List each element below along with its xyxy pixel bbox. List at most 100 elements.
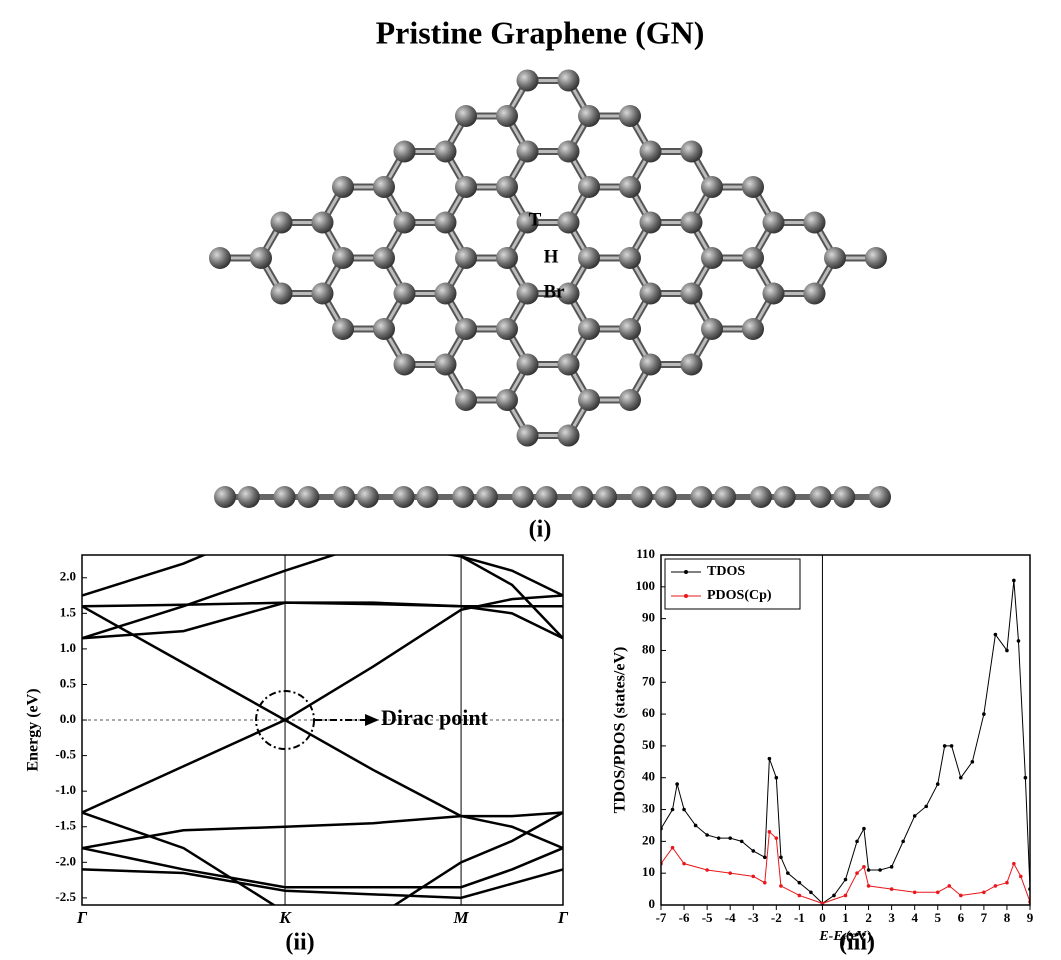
series-line <box>82 813 563 920</box>
x-tick-label: -1 <box>794 910 805 925</box>
data-point <box>844 894 848 898</box>
data-point <box>994 633 998 637</box>
data-point <box>786 871 790 875</box>
atom <box>824 247 846 269</box>
y-tick-label: 90 <box>642 610 655 625</box>
legend-swatch <box>684 594 688 598</box>
plot <box>82 521 563 919</box>
atom <box>238 486 260 508</box>
x-tick-label: -6 <box>679 910 690 925</box>
atom <box>455 105 477 127</box>
x-tick-label: -3 <box>748 910 759 925</box>
panel-caption: (i) <box>529 517 552 543</box>
atom <box>496 176 518 198</box>
data-point <box>959 894 963 898</box>
site-label: H <box>544 246 559 267</box>
atom <box>681 140 703 162</box>
y-tick-label: -2.0 <box>55 853 76 868</box>
data-point <box>950 744 954 748</box>
atom <box>512 486 534 508</box>
data-point <box>924 805 928 809</box>
y-tick-label: 50 <box>642 737 655 752</box>
atom <box>452 486 474 508</box>
data-point <box>809 890 813 894</box>
atom <box>312 283 334 305</box>
data-point <box>728 836 732 840</box>
atom <box>804 211 826 233</box>
atom <box>558 69 580 91</box>
data-point <box>936 890 940 894</box>
data-point <box>994 884 998 888</box>
data-point <box>959 776 963 780</box>
atom <box>455 318 477 340</box>
atom <box>640 211 662 233</box>
atom <box>271 283 293 305</box>
atom <box>640 354 662 376</box>
data-point <box>862 865 866 869</box>
series-line <box>82 542 563 638</box>
data-point <box>913 890 917 894</box>
x-tick-label: 2 <box>865 910 872 925</box>
series-line <box>82 720 563 816</box>
data-point <box>694 824 698 828</box>
data-point <box>982 712 986 716</box>
data-point <box>763 855 767 859</box>
series-line <box>661 832 1030 904</box>
atom <box>833 486 855 508</box>
atom <box>455 389 477 411</box>
atom <box>333 486 355 508</box>
panel-caption: (iii) <box>839 930 875 956</box>
y-tick-label: -1.5 <box>55 818 76 833</box>
data-point <box>867 868 871 872</box>
data-point <box>751 875 755 879</box>
atom <box>250 247 272 269</box>
atom <box>742 318 764 340</box>
atom <box>496 105 518 127</box>
atom <box>640 283 662 305</box>
atom <box>209 247 231 269</box>
atom <box>809 486 831 508</box>
data-point <box>901 840 905 844</box>
data-point <box>675 782 679 786</box>
data-point <box>717 836 721 840</box>
data-point <box>855 871 859 875</box>
y-tick-label: -0.5 <box>55 747 76 762</box>
x-tick-label: 6 <box>958 910 965 925</box>
data-point <box>982 890 986 894</box>
y-tick-label: 0.5 <box>60 675 77 690</box>
atom <box>435 140 457 162</box>
atom <box>435 354 457 376</box>
atom <box>373 247 395 269</box>
data-point <box>1012 579 1016 583</box>
atom <box>394 211 416 233</box>
atom <box>742 247 764 269</box>
atom <box>455 247 477 269</box>
x-tick-label: 3 <box>888 910 895 925</box>
y-tick-label: 80 <box>642 641 655 656</box>
y-tick-label: 2.0 <box>60 569 76 584</box>
x-tick-label: -2 <box>771 910 782 925</box>
data-point <box>775 776 779 780</box>
data-point <box>779 884 783 888</box>
data-point <box>768 830 772 834</box>
atom <box>681 283 703 305</box>
data-point <box>844 878 848 882</box>
data-point <box>936 782 940 786</box>
data-point <box>890 865 894 869</box>
atom <box>578 105 600 127</box>
atom <box>271 211 293 233</box>
site-label: T <box>529 209 542 230</box>
atom <box>393 486 415 508</box>
atom <box>517 283 539 305</box>
y-axis-label: TDOS/PDOS (states/eV) <box>612 647 629 814</box>
atom <box>332 176 354 198</box>
x-tick-label: 7 <box>981 910 988 925</box>
atom <box>312 211 334 233</box>
atom <box>558 140 580 162</box>
atom <box>332 247 354 269</box>
atom <box>681 211 703 233</box>
atom <box>394 140 416 162</box>
legend-entry: PDOS(Cp) <box>707 588 772 603</box>
atom <box>595 486 617 508</box>
atom <box>619 389 641 411</box>
